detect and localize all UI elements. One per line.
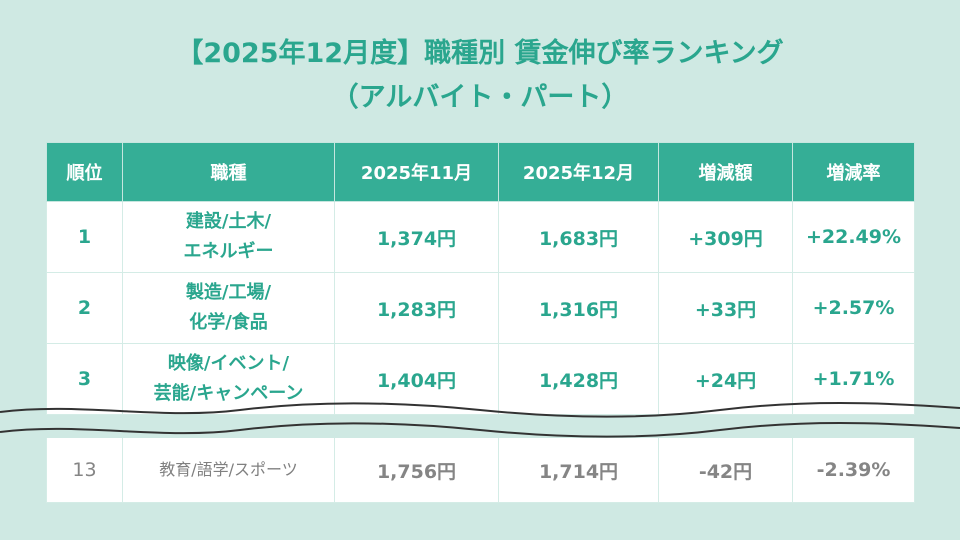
table-row: 13 教育/語学/スポーツ 1,756円 1,714円 -42円 -2.39%	[46, 437, 915, 503]
job-line-1: 建設/土木/	[185, 211, 272, 232]
rate-cell: +2.57%	[792, 272, 915, 344]
job-line-2: エネルギー	[183, 241, 274, 262]
rank-cell: 1	[46, 201, 123, 273]
job-cell: 教育/語学/スポーツ	[122, 437, 335, 503]
header-diff: 増減額	[658, 142, 793, 202]
job-line-1: 映像/イベント/	[167, 353, 290, 374]
omission-wave-divider	[0, 402, 960, 438]
header-job: 職種	[122, 142, 335, 202]
diff-cell: -42円	[658, 437, 793, 503]
rank-cell: 3	[46, 343, 123, 415]
page-title: 【2025年12月度】職種別 賃金伸び率ランキング （アルバイト・パート）	[0, 32, 960, 120]
table-header-row: 順位 職種 2025年11月 2025年12月 増減額 増減率	[46, 142, 915, 202]
job-line-1: 製造/工場/	[185, 282, 272, 303]
diff-cell: +309円	[658, 201, 793, 273]
header-rank: 順位	[46, 142, 123, 202]
rate-cell: -2.39%	[792, 437, 915, 503]
nov-wage-cell: 1,283円	[334, 272, 499, 344]
header-dec: 2025年12月	[498, 142, 659, 202]
dec-wage-cell: 1,316円	[498, 272, 659, 344]
rate-cell: +22.49%	[792, 201, 915, 273]
dec-wage-cell: 1,714円	[498, 437, 659, 503]
job-cell: 建設/土木/ エネルギー	[122, 201, 335, 273]
dec-wage-cell: 1,428円	[498, 343, 659, 415]
title-line-2: （アルバイト・パート）	[331, 82, 629, 113]
nov-wage-cell: 1,756円	[334, 437, 499, 503]
header-rate: 増減率	[792, 142, 915, 202]
job-line-2: 芸能/キャンペーン	[153, 383, 304, 404]
job-cell: 製造/工場/ 化学/食品	[122, 272, 335, 344]
header-nov: 2025年11月	[334, 142, 499, 202]
rank-cell: 2	[46, 272, 123, 344]
ranking-table: 順位 職種 2025年11月 2025年12月 増減額 増減率 1 建設/土木/…	[46, 142, 915, 503]
title-line-1: 【2025年12月度】職種別 賃金伸び率ランキング	[176, 38, 784, 69]
dec-wage-cell: 1,683円	[498, 201, 659, 273]
nov-wage-cell: 1,374円	[334, 201, 499, 273]
table-row: 1 建設/土木/ エネルギー 1,374円 1,683円 +309円 +22.4…	[46, 201, 915, 273]
rank-cell: 13	[46, 437, 123, 503]
table-row: 3 映像/イベント/ 芸能/キャンペーン 1,404円 1,428円 +24円 …	[46, 343, 915, 415]
table-row: 2 製造/工場/ 化学/食品 1,283円 1,316円 +33円 +2.57%	[46, 272, 915, 344]
diff-cell: +24円	[658, 343, 793, 415]
job-line-2: 化学/食品	[189, 312, 268, 333]
diff-cell: +33円	[658, 272, 793, 344]
